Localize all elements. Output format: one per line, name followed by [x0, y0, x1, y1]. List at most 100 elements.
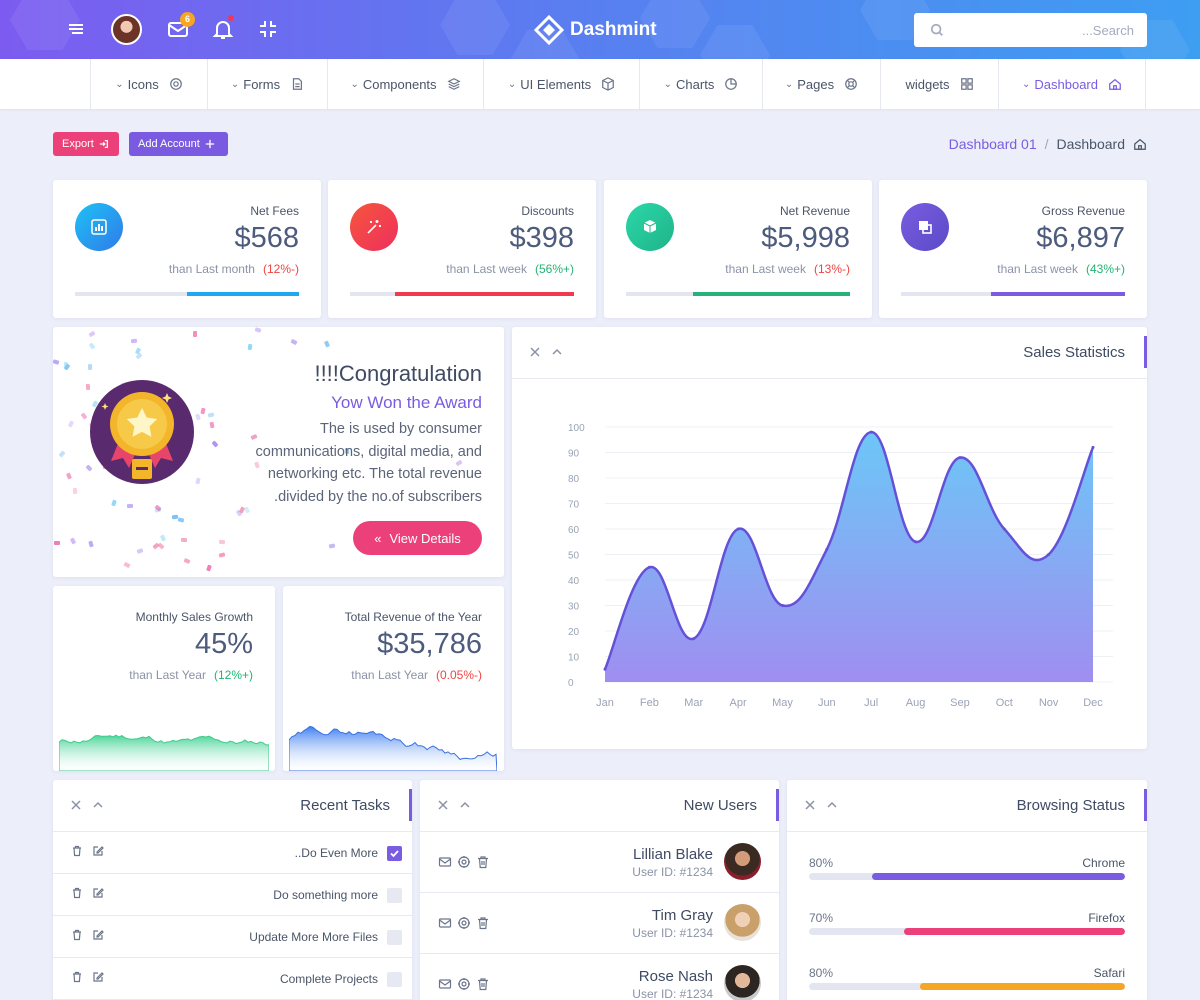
card-title: Recent Tasks	[300, 797, 390, 814]
task-checkbox[interactable]	[387, 930, 402, 945]
x-tick-label: Jan	[596, 697, 614, 709]
menu-toggle-icon[interactable]	[64, 17, 88, 41]
chevron-down-icon: ⌄	[1022, 78, 1031, 90]
chevron-up-icon[interactable]	[92, 799, 104, 811]
add-account-button[interactable]: Add Account	[129, 132, 228, 156]
button-label: View Details	[389, 530, 461, 546]
user-avatar[interactable]	[111, 14, 142, 45]
topbar: 6 Dashmint	[0, 0, 1200, 59]
trash-icon[interactable]	[71, 929, 83, 941]
data-point-jun	[825, 547, 829, 551]
confetti-piece	[183, 558, 192, 565]
copy-icon	[901, 203, 949, 251]
mail-icon[interactable]	[166, 17, 190, 41]
stat-label: Net Fees	[250, 204, 299, 218]
search-box[interactable]	[914, 13, 1147, 47]
task-checkbox[interactable]	[387, 846, 402, 861]
mail-icon[interactable]	[438, 855, 452, 869]
fullscreen-exit-icon[interactable]	[256, 17, 280, 41]
browser-percent: 70%	[809, 911, 834, 925]
confetti-piece	[80, 412, 88, 420]
gear-icon[interactable]	[457, 977, 471, 991]
confetti-piece	[65, 472, 72, 480]
bell-icon[interactable]	[211, 17, 235, 41]
nav-widgets[interactable]: widgets	[880, 59, 998, 109]
edit-icon[interactable]	[92, 971, 104, 983]
data-point-dec	[1091, 445, 1095, 449]
edit-icon[interactable]	[92, 845, 104, 857]
card-header: Sales Statistics	[512, 327, 1147, 379]
nav-charts[interactable]: ⌄ Charts	[639, 59, 762, 109]
stat-progress-fill	[394, 292, 574, 296]
task-label: Update More More Files	[249, 930, 378, 944]
card-label: Total Revenue of the Year	[344, 610, 482, 624]
confetti-piece	[254, 327, 262, 333]
breadcrumb-link[interactable]: Dashboard 01	[948, 136, 1037, 152]
search-input[interactable]	[954, 20, 1134, 40]
task-label: Complete Projects	[279, 972, 378, 986]
card-controls	[70, 799, 104, 811]
y-tick-label: 90	[568, 449, 580, 460]
avatar[interactable]	[724, 904, 761, 941]
close-icon[interactable]	[437, 799, 449, 811]
nav-forms[interactable]: ⌄ Forms	[207, 59, 327, 109]
y-tick-label: 0	[568, 678, 574, 689]
avatar[interactable]	[724, 843, 761, 880]
user-name: Tim Gray	[651, 907, 713, 924]
hex-decoration	[440, 0, 510, 55]
stat-progress	[350, 292, 574, 296]
edit-icon[interactable]	[92, 929, 104, 941]
chevron-down-icon: ⌄	[115, 78, 124, 90]
brand[interactable]: Dashmint	[534, 15, 657, 45]
card-controls	[804, 799, 838, 811]
x-tick-label: Apr	[730, 697, 747, 709]
user-id: User ID: #1234	[632, 926, 713, 940]
browser-stat-row: 80% Safari	[809, 966, 1125, 1000]
stat-sub-label: than Last week	[725, 262, 806, 276]
nav-pages[interactable]: ⌄ Pages	[762, 59, 880, 109]
close-icon[interactable]	[804, 799, 816, 811]
close-icon[interactable]	[70, 799, 82, 811]
card-sub-label: than Last Year	[351, 668, 428, 682]
close-icon[interactable]	[529, 346, 541, 358]
check-icon	[390, 850, 399, 858]
trash-icon[interactable]	[476, 977, 490, 991]
search-icon	[930, 23, 943, 36]
nav-ui-elements[interactable]: ⌄ UI Elements	[483, 59, 639, 109]
breadcrumb: Dashboard 01 / Dashboard	[949, 136, 1147, 152]
y-tick-label: 80	[568, 474, 580, 485]
export-button[interactable]: Export	[53, 132, 119, 156]
stat-value: $568	[234, 222, 299, 254]
gear-icon[interactable]	[457, 916, 471, 930]
y-tick-label: 100	[568, 423, 585, 434]
trash-icon[interactable]	[71, 971, 83, 983]
chevron-up-icon[interactable]	[459, 799, 471, 811]
task-checkbox[interactable]	[387, 888, 402, 903]
trash-icon[interactable]	[71, 887, 83, 899]
chevron-up-icon[interactable]	[826, 799, 838, 811]
trash-icon[interactable]	[476, 855, 490, 869]
edit-icon[interactable]	[92, 887, 104, 899]
stat-sub-label: than Last week	[446, 262, 527, 276]
nav-dashboard[interactable]: ⌄ Dashboard	[998, 59, 1146, 109]
monthly-sales-card: Monthly Sales Growth 45% than Last Year (…	[53, 586, 275, 771]
y-tick-label: 60	[568, 525, 580, 536]
stat-change: (13%-)	[813, 262, 850, 276]
trash-icon[interactable]	[71, 845, 83, 857]
avatar[interactable]	[724, 965, 761, 1000]
nav-components[interactable]: ⌄ Components	[327, 59, 483, 109]
card-controls	[529, 346, 563, 358]
data-point-may	[780, 604, 784, 607]
mail-icon[interactable]	[438, 916, 452, 930]
gear-icon[interactable]	[457, 855, 471, 869]
trash-icon[interactable]	[476, 916, 490, 930]
nav-label: Forms	[243, 76, 281, 92]
card-title: Browsing Status	[1016, 797, 1125, 814]
task-checkbox[interactable]	[387, 972, 402, 987]
chevron-up-icon[interactable]	[551, 346, 563, 358]
cube-icon	[602, 77, 614, 91]
nav-icons[interactable]: ⌄ Icons	[90, 59, 207, 109]
view-details-button[interactable]: « View Details	[353, 521, 482, 555]
x-tick-label: Aug	[906, 697, 926, 709]
mail-icon[interactable]	[438, 977, 452, 991]
